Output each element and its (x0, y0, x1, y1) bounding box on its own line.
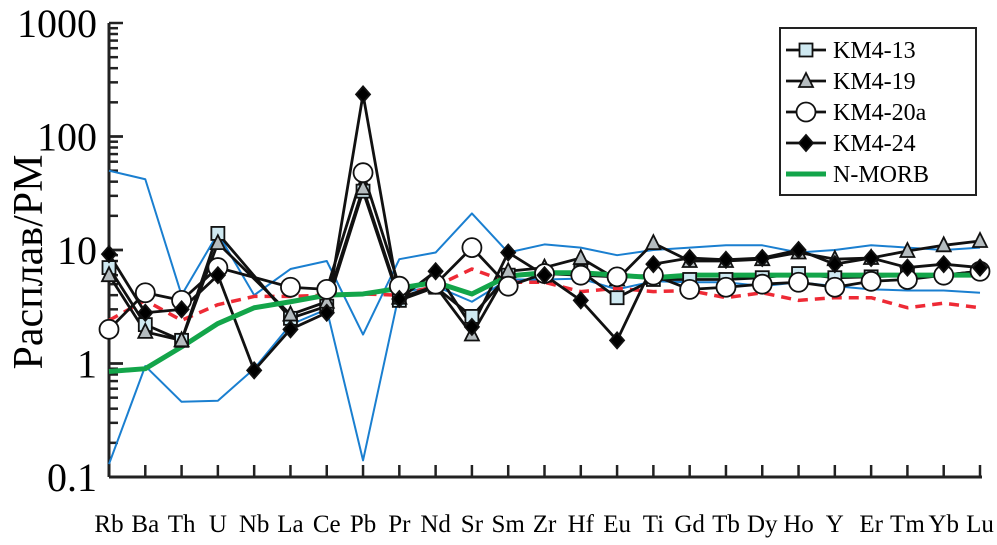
legend-label-n-morb: N-MORB (833, 162, 929, 188)
x-tick-label: Ti (643, 511, 664, 538)
point-km4-24-Ba (137, 303, 154, 323)
point-km4-24-Pb (354, 85, 372, 104)
point-km4-19-Yb (935, 235, 953, 253)
x-tick-label: Er (859, 511, 883, 538)
x-tick-label: Ba (131, 511, 159, 538)
point-km4-20a-Rb (98, 318, 120, 340)
point-km4-19-U (209, 233, 227, 251)
x-tick-label: Lu (966, 511, 994, 538)
y-axis-label: Расплав/РМ (6, 155, 52, 370)
point-km4-24-Dy (754, 248, 771, 268)
point-km4-19-Tm (898, 240, 916, 258)
point-km4-24-Sr (463, 317, 481, 337)
point-km4-20a-Er (860, 270, 882, 292)
point-km4-19-Hf (572, 247, 590, 265)
legend-label-km4-24: KM4-24 (833, 131, 916, 157)
legend-label-km4-19: KM4-19 (833, 69, 916, 95)
point-km4-24-Nb (245, 360, 263, 380)
point-km4-24-Rb (100, 244, 118, 264)
point-km4-20a-Tb (715, 276, 737, 298)
point-km4-19-Th (173, 330, 191, 348)
point-km4-20a-Sm (497, 275, 519, 297)
x-tick-label: Tb (712, 511, 740, 538)
y-tick-label: 1 (77, 342, 97, 387)
point-km4-24-Ti (645, 254, 662, 274)
legend-marker-km4-20a (795, 101, 817, 123)
legend: KM4-13 KM4-19 KM4-20a KM4-24 N-MORB (779, 27, 977, 196)
point-km4-24-Er (862, 248, 880, 268)
series-line-lower (108, 277, 981, 465)
x-tick-label: Dy (747, 511, 778, 538)
point-km4-20a-Dy (751, 273, 773, 295)
point-km4-24-Ho (790, 240, 807, 260)
point-km4-19-Ba (136, 321, 154, 339)
x-tick-label: Ce (313, 511, 341, 538)
x-tick-label: Sm (492, 511, 526, 538)
legend-label-km4-20a: KM4-20a (833, 100, 927, 126)
point-km4-20a-Pb (352, 162, 374, 184)
point-km4-20a-Ce (316, 278, 338, 300)
x-tick-label: Th (168, 511, 196, 538)
point-km4-20a-Y (824, 276, 846, 298)
x-tick-label: Tm (890, 511, 925, 538)
point-km4-20a-Eu (606, 266, 628, 288)
series-markers (98, 85, 991, 380)
point-km4-20a-Ho (788, 271, 809, 293)
point-km4-13-Eu (609, 290, 625, 306)
point-km4-19-Lu (971, 231, 989, 248)
x-tick-label: Zr (533, 511, 557, 538)
y-tick-label: 1000 (17, 1, 97, 46)
legend-marker-km4-13 (798, 42, 814, 58)
legend-marker-km4-19 (797, 70, 815, 88)
y-tick-label: 100 (37, 115, 97, 160)
point-km4-24-La (282, 319, 299, 339)
x-tick-label: La (277, 511, 303, 538)
axes: 0.1 1 10 100 1000 Rb Ba Th U Nb La Ce Pb Pr Nd Sr Sm Zr Hf… (17, 1, 994, 538)
point-km4-24-Zr (536, 265, 553, 285)
point-km4-24-Pr (391, 289, 408, 309)
point-km4-24-U (209, 265, 227, 285)
y-tick-label: 10 (57, 228, 97, 273)
x-tick-label: Y (826, 511, 844, 538)
point-km4-20a-Sr (461, 237, 483, 258)
x-tick-label: Rb (94, 511, 123, 538)
point-km4-24-Tb (717, 250, 735, 270)
x-tick-label: Yb (928, 511, 959, 538)
point-km4-24-Nd (427, 261, 444, 281)
x-tick-label: U (209, 511, 227, 538)
point-km4-24-Lu (971, 258, 989, 277)
point-km4-24-Hf (572, 290, 589, 310)
point-km4-19-Ti (644, 233, 662, 251)
point-km4-24-Sm (500, 243, 517, 262)
point-km4-20a-La (280, 276, 301, 298)
x-tick-label: Ho (783, 511, 814, 538)
point-km4-24-Y (826, 254, 844, 274)
point-km4-20a-Ba (134, 282, 156, 304)
series-line-dashed (108, 267, 981, 323)
point-km4-24-Yb (935, 254, 952, 274)
point-km4-19-Pb (354, 178, 372, 196)
point-km4-24-Th (173, 299, 190, 319)
series-line-km4-20a (108, 171, 981, 331)
x-tick-label: Hf (568, 511, 595, 538)
legend-marker-km4-24 (797, 133, 815, 153)
point-km4-20a-Hf (570, 264, 592, 286)
point-km4-24-Ce (318, 303, 335, 323)
point-km4-24-Tm (899, 258, 916, 277)
point-km4-19-Rb (100, 265, 118, 283)
legend-label-km4-13: KM4-13 (833, 38, 916, 64)
point-km4-20a-Gd (679, 278, 701, 300)
y-tick-label: 0.1 (47, 455, 97, 500)
point-km4-24-Eu (608, 330, 626, 350)
point-km4-24-Gd (681, 248, 698, 268)
x-tick-label: Nb (239, 511, 270, 538)
x-tick-label: Eu (603, 511, 631, 538)
x-tick-label: Gd (674, 511, 705, 538)
x-tick-label: Nd (420, 511, 451, 538)
x-tick-label: Pr (388, 511, 411, 538)
x-tick-label: Pb (350, 511, 376, 538)
x-tick-label: Sr (461, 511, 484, 538)
